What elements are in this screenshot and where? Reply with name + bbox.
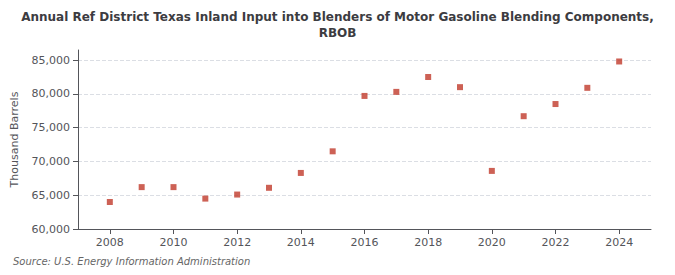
svg-text:65,000: 65,000: [32, 189, 71, 202]
svg-text:60,000: 60,000: [32, 223, 71, 236]
svg-text:2024: 2024: [605, 236, 633, 249]
svg-text:2010: 2010: [160, 236, 188, 249]
svg-text:Annual Ref District Texas Inla: Annual Ref District Texas Inland Input i…: [21, 10, 654, 24]
svg-text:2012: 2012: [223, 236, 251, 249]
svg-text:RBOB: RBOB: [319, 26, 357, 40]
svg-text:2018: 2018: [414, 236, 442, 249]
svg-text:75,000: 75,000: [32, 121, 71, 134]
svg-text:2014: 2014: [287, 236, 315, 249]
svg-text:Source: U.S. Energy Informatio: Source: U.S. Energy Information Administ…: [13, 256, 250, 267]
svg-text:80,000: 80,000: [32, 87, 71, 100]
svg-text:2020: 2020: [478, 236, 506, 249]
svg-text:2008: 2008: [96, 236, 124, 249]
svg-text:2016: 2016: [351, 236, 379, 249]
svg-text:2022: 2022: [542, 236, 570, 249]
svg-text:70,000: 70,000: [32, 155, 71, 168]
svg-text:85,000: 85,000: [32, 54, 71, 67]
svg-text:Thousand Barrels: Thousand Barrels: [8, 91, 21, 188]
